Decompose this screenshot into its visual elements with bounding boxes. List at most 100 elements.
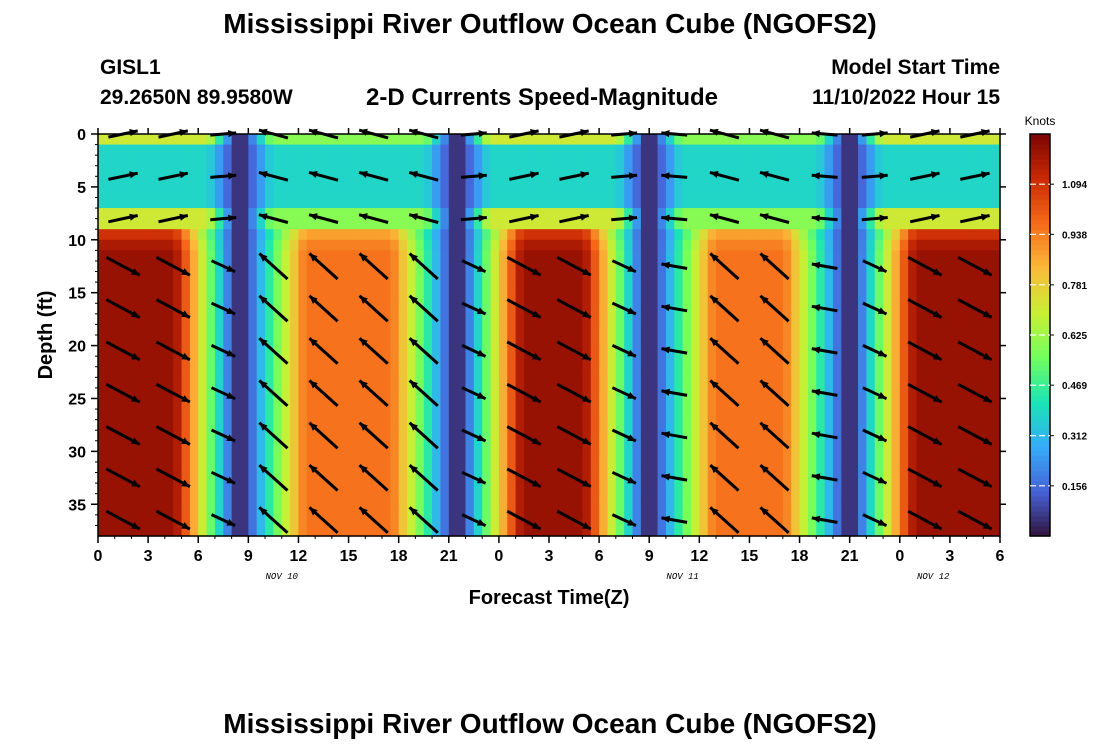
heat-cell [214, 366, 224, 378]
heat-cell [574, 366, 584, 378]
heat-cell [457, 493, 467, 505]
heat-cell [106, 430, 116, 442]
heat-cell [139, 197, 149, 209]
heat-cell [632, 292, 642, 304]
heat-cell [624, 398, 634, 410]
heat-cell [448, 493, 458, 505]
heat-cell [415, 186, 425, 199]
heat-cell [189, 440, 199, 452]
heat-cell [983, 345, 993, 357]
colorbar-segment [1030, 319, 1050, 326]
heat-cell [749, 525, 759, 537]
heat-cell [858, 430, 867, 442]
heat-cell [131, 335, 141, 347]
heat-cell [290, 387, 300, 400]
heat-cell [624, 165, 634, 177]
current-vector [909, 213, 940, 224]
heat-cell [315, 229, 325, 241]
heat-cell [340, 250, 350, 262]
heat-cell [858, 155, 867, 167]
heat-cell [139, 356, 149, 368]
heat-cell [390, 514, 400, 527]
heat-cell [398, 387, 408, 400]
heat-cell [916, 525, 926, 537]
heat-cell [757, 303, 767, 315]
heat-cell [473, 208, 483, 220]
heat-cell [131, 303, 141, 315]
heat-cell [198, 461, 208, 474]
heat-cell [214, 218, 224, 230]
heat-cell [523, 440, 533, 452]
heat-cell [181, 197, 191, 209]
heat-cell [624, 271, 634, 283]
heat-cell [949, 165, 959, 177]
heat-cell [849, 165, 859, 177]
heat-cell [983, 313, 993, 326]
heat-cell [415, 366, 425, 378]
heat-cell [574, 514, 584, 527]
heat-cell [515, 440, 525, 452]
heat-cell [949, 419, 959, 431]
current-vector [907, 509, 943, 531]
heat-cell [966, 419, 976, 431]
heat-cell [448, 239, 458, 251]
colorbar-segment [1030, 174, 1050, 180]
heat-cell [599, 504, 609, 516]
heat-cell [465, 335, 475, 347]
heat-cell [565, 525, 575, 537]
heat-cell [841, 218, 851, 230]
heat-cell [131, 493, 141, 505]
heat-cell [741, 292, 751, 304]
heat-cell [423, 282, 433, 294]
heat-cell [540, 356, 550, 368]
heat-cell [540, 472, 550, 484]
heat-cell [123, 409, 133, 421]
heat-cell [958, 271, 968, 283]
heat-cell [757, 229, 767, 241]
heat-cell [507, 335, 517, 347]
heat-cell [515, 176, 525, 188]
heat-cell [824, 525, 834, 537]
heat-cell [949, 366, 959, 378]
heat-cell [390, 218, 400, 230]
colorbar-segment [1030, 345, 1050, 351]
heat-cell [966, 387, 976, 400]
heat-cell [498, 451, 508, 463]
heat-cell [523, 155, 533, 167]
heat-cell [849, 134, 859, 146]
heat-cell [214, 409, 224, 421]
heat-cell [791, 197, 801, 209]
heat-cell [356, 387, 366, 400]
heat-cell [315, 282, 325, 294]
heat-cell [106, 134, 116, 146]
heat-cell [858, 303, 867, 315]
heat-cell [507, 303, 517, 315]
heat-cell [983, 303, 993, 315]
heat-cell [432, 366, 442, 378]
heat-cell [782, 176, 792, 188]
heat-cell [774, 440, 784, 452]
heat-cell [883, 271, 893, 283]
heat-cell [749, 324, 759, 336]
heat-cell [958, 155, 968, 167]
heat-cell [239, 260, 249, 273]
heat-cell [590, 387, 600, 400]
heat-cell [440, 218, 450, 230]
heat-cell [490, 165, 500, 177]
heat-cell [766, 483, 776, 495]
heat-cell [373, 218, 383, 230]
heat-cell [665, 366, 675, 378]
heat-cell [966, 165, 976, 177]
heat-cell [657, 186, 667, 199]
heat-cell [924, 493, 934, 505]
heat-cell [732, 260, 742, 273]
heat-cell [114, 197, 124, 209]
heat-cell [515, 324, 525, 336]
heat-cell [874, 514, 884, 527]
heat-cell [331, 493, 341, 505]
heat-cell [131, 409, 141, 421]
heat-cell [198, 292, 208, 304]
heat-cell [540, 324, 550, 336]
heat-cell [966, 144, 976, 156]
